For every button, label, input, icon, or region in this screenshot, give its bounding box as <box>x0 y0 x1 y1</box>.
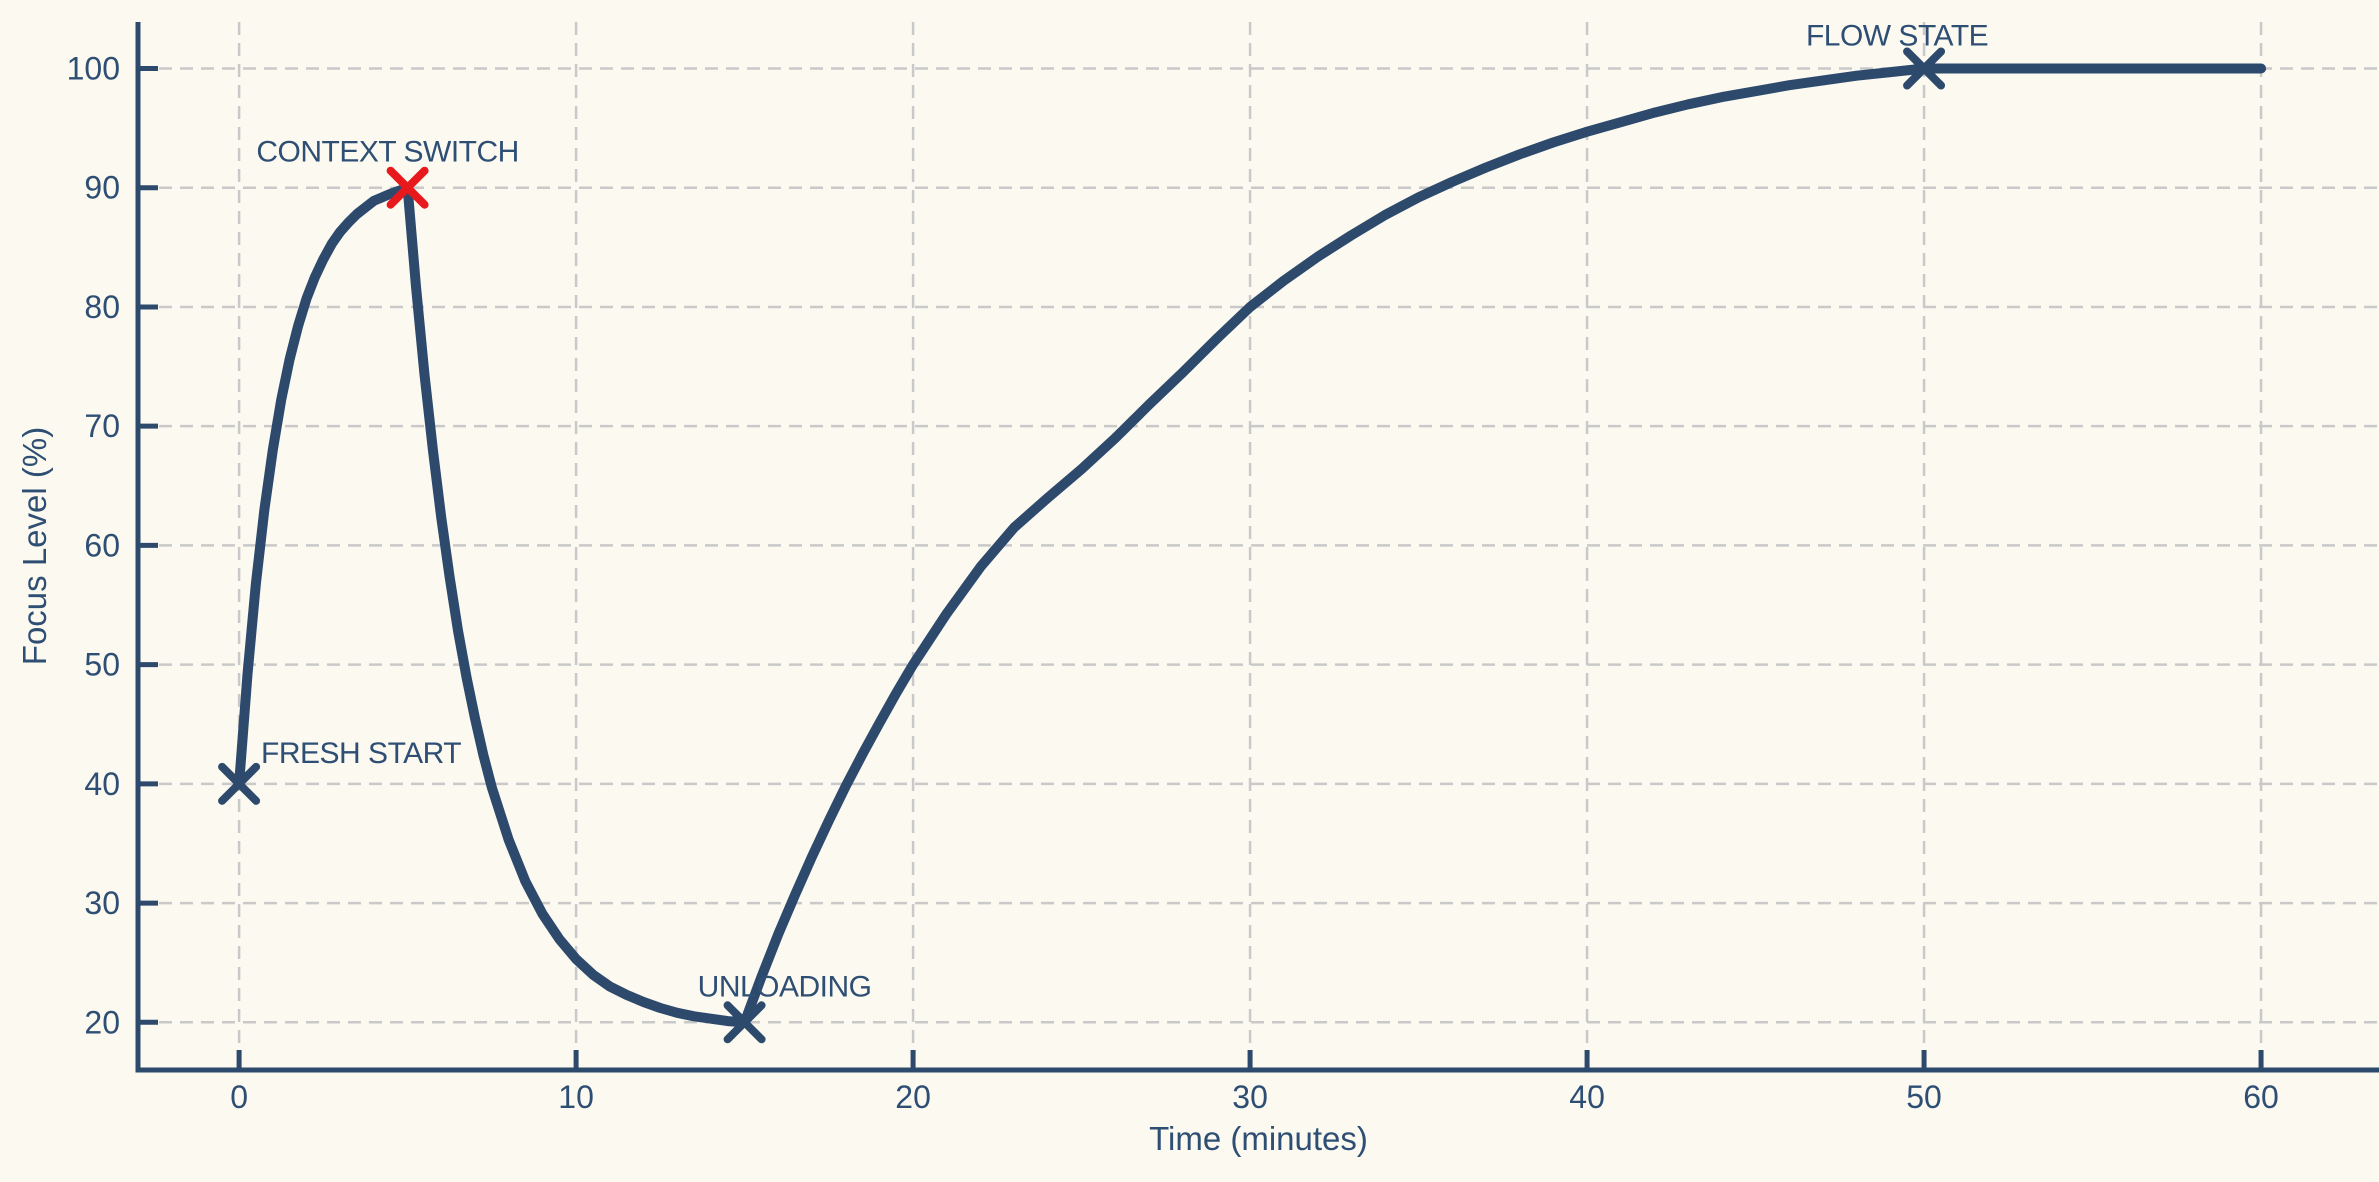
y-tick-label: 90 <box>84 170 120 206</box>
x-tick-label: 0 <box>230 1079 248 1115</box>
annotation-label: FLOW STATE <box>1806 19 1988 52</box>
x-axis-label: Time (minutes) <box>1149 1120 1368 1157</box>
x-tick-label: 40 <box>1569 1079 1605 1115</box>
y-tick-label: 50 <box>84 647 120 683</box>
y-tick-label: 100 <box>67 50 120 86</box>
x-tick-label: 30 <box>1232 1079 1268 1115</box>
x-tick-label: 50 <box>1906 1079 1942 1115</box>
x-tick-label: 10 <box>558 1079 594 1115</box>
y-axis-label: Focus Level (%) <box>16 427 53 665</box>
key-point-marker <box>218 762 261 805</box>
y-tick-label: 20 <box>84 1004 120 1040</box>
y-tick-label: 70 <box>84 408 120 444</box>
axis-spines <box>135 22 2379 1073</box>
y-tick-label: 30 <box>84 885 120 921</box>
tick-marks <box>138 65 2264 1070</box>
key-point-marker <box>723 1001 766 1044</box>
y-tick-label: 40 <box>84 766 120 802</box>
x-tick-label: 60 <box>2243 1079 2279 1115</box>
key-point-marker <box>1903 47 1946 90</box>
annotation-label: UNLOADING <box>698 970 872 1003</box>
key-point-marker <box>386 166 429 209</box>
annotation-label: CONTEXT SWITCH <box>256 136 518 169</box>
annotation-label: FRESH START <box>261 737 461 770</box>
y-tick-label: 80 <box>84 289 120 325</box>
gridlines <box>138 22 2379 1070</box>
y-tick-label: 60 <box>84 527 120 563</box>
x-tick-label: 20 <box>895 1079 931 1115</box>
focus-level-line <box>234 63 2267 1028</box>
